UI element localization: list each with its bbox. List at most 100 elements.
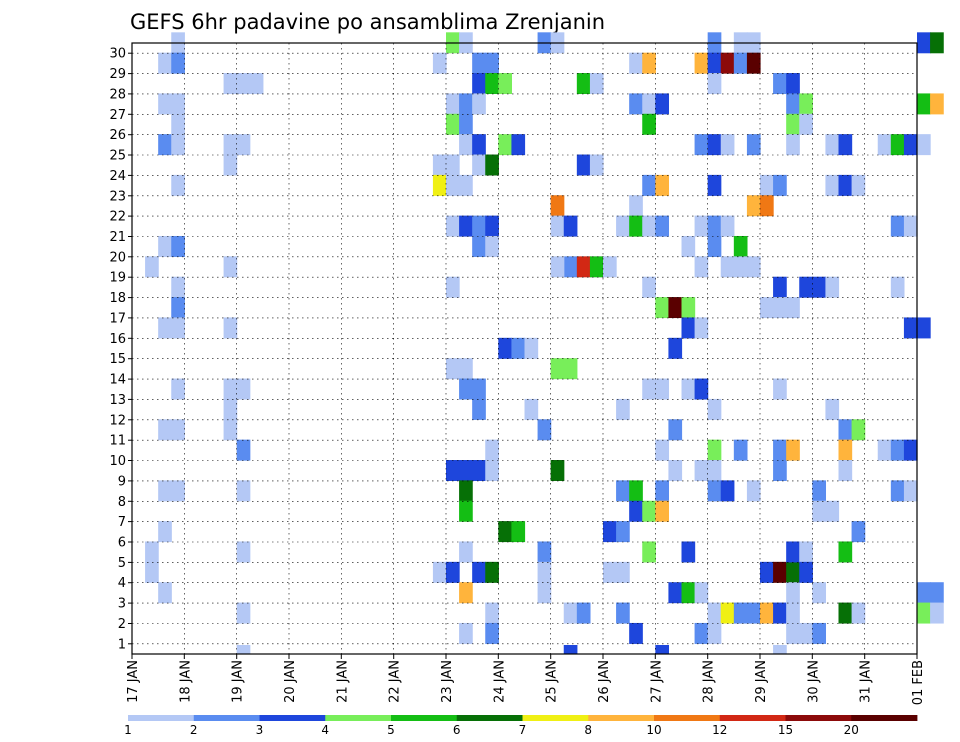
heatmap-cell (786, 622, 800, 644)
heatmap-cell (171, 297, 185, 319)
colorbar-label: 5 (387, 723, 395, 737)
heatmap-cell (171, 235, 185, 257)
heatmap-cell (485, 460, 499, 481)
heatmap-cell (917, 602, 931, 624)
heatmap-cell (629, 500, 643, 522)
heatmap-cell (171, 276, 185, 298)
heatmap-cell (917, 134, 931, 156)
heatmap-cell (890, 439, 905, 461)
colorbar-swatch (785, 715, 852, 721)
y-tick-label: 6 (118, 536, 126, 551)
heatmap-cell (485, 622, 499, 644)
heatmap-cell (550, 256, 565, 278)
heatmap-cell (838, 174, 853, 196)
heatmap-cell (890, 276, 905, 298)
heatmap-cell (694, 256, 709, 278)
heatmap-cell (655, 215, 670, 237)
heatmap-cell (472, 235, 486, 257)
heatmap-cell (707, 480, 722, 502)
heatmap-cell (472, 398, 486, 420)
heatmap-cell (799, 622, 813, 644)
heatmap-cell (459, 622, 473, 644)
heatmap-cell (524, 337, 539, 359)
heatmap-cell (145, 561, 159, 583)
heatmap-cell (786, 113, 800, 135)
heatmap-cell (655, 174, 670, 196)
heatmap-cell (459, 460, 473, 481)
chart-title: GEFS 6hr padavine po ansamblima Zrenjani… (130, 10, 605, 34)
heatmap-cell (851, 602, 866, 624)
y-tick-label: 22 (109, 210, 126, 225)
heatmap-cell (786, 93, 800, 115)
y-tick-label: 28 (109, 87, 126, 102)
heatmap-cell (773, 73, 787, 95)
heatmap-cell (236, 73, 251, 95)
heatmap-cell (432, 561, 447, 583)
heatmap-cell (642, 93, 656, 115)
colorbar-label: 2 (190, 723, 198, 737)
heatmap-cell (733, 439, 748, 461)
heatmap-cell (589, 256, 604, 278)
y-axis: 1234567891011121314151617181920212223242… (109, 47, 132, 652)
colorbar-label: 20 (844, 723, 859, 737)
y-tick-label: 7 (118, 515, 126, 530)
heatmap-cell (223, 378, 238, 400)
heatmap-cells (145, 32, 944, 654)
heatmap-cell (446, 460, 460, 481)
heatmap-cell (158, 52, 172, 74)
heatmap-cell (694, 378, 709, 400)
heatmap-cell (746, 256, 761, 278)
heatmap-cell (158, 317, 172, 339)
y-tick-label: 3 (118, 597, 126, 612)
heatmap-cell (812, 480, 827, 502)
x-tick-label: 21 JAN (335, 660, 350, 703)
x-tick-label: 20 JAN (283, 660, 298, 703)
heatmap-cell (171, 93, 185, 115)
heatmap-cell (563, 645, 578, 654)
heatmap-cell (472, 215, 486, 237)
y-tick-label: 29 (109, 67, 126, 82)
heatmap-cell (511, 134, 526, 156)
x-tick-label: 17 JAN (126, 660, 141, 703)
heatmap-cell (655, 480, 670, 502)
colorbar: 1 2 3 4 5 6 7 8 10 12 15 20 (124, 715, 918, 737)
heatmap-cell (446, 561, 460, 583)
heatmap-cell (773, 439, 787, 461)
heatmap-cell (145, 256, 159, 278)
x-tick-label: 22 JAN (388, 660, 403, 703)
heatmap-cell (537, 541, 552, 563)
heatmap-cell (616, 602, 630, 624)
heatmap-cell (825, 134, 840, 156)
x-tick-label: 31 JAN (859, 660, 874, 703)
heatmap-cell (459, 113, 473, 135)
gridlines (132, 43, 917, 654)
heatmap-cell (459, 93, 473, 115)
y-tick-label: 12 (109, 413, 126, 428)
heatmap-cell (485, 602, 499, 624)
y-tick-label: 14 (109, 373, 126, 388)
heatmap-cell (773, 645, 787, 654)
heatmap-cell (812, 582, 827, 604)
x-tick-label: 18 JAN (178, 660, 193, 703)
heatmap-cell (760, 297, 774, 319)
heatmap-cell (576, 154, 591, 176)
heatmap-cell (720, 480, 735, 502)
heatmap-cell (485, 235, 499, 257)
heatmap-cell (236, 378, 251, 400)
heatmap-cell (746, 134, 761, 156)
heatmap-cell (642, 52, 656, 74)
heatmap-cell (746, 52, 761, 74)
heatmap-cell (707, 73, 722, 95)
heatmap-cell (733, 256, 748, 278)
heatmap-cell (838, 541, 853, 563)
colorbar-label: 7 (519, 723, 527, 737)
heatmap-cell (917, 32, 931, 54)
heatmap-cell (786, 541, 800, 563)
heatmap-cell (446, 93, 460, 115)
heatmap-cell (773, 378, 787, 400)
heatmap-cell (733, 602, 748, 624)
heatmap-cell (459, 378, 473, 400)
heatmap-cell (485, 215, 499, 237)
heatmap-cell (903, 439, 918, 461)
y-tick-label: 20 (109, 250, 126, 265)
